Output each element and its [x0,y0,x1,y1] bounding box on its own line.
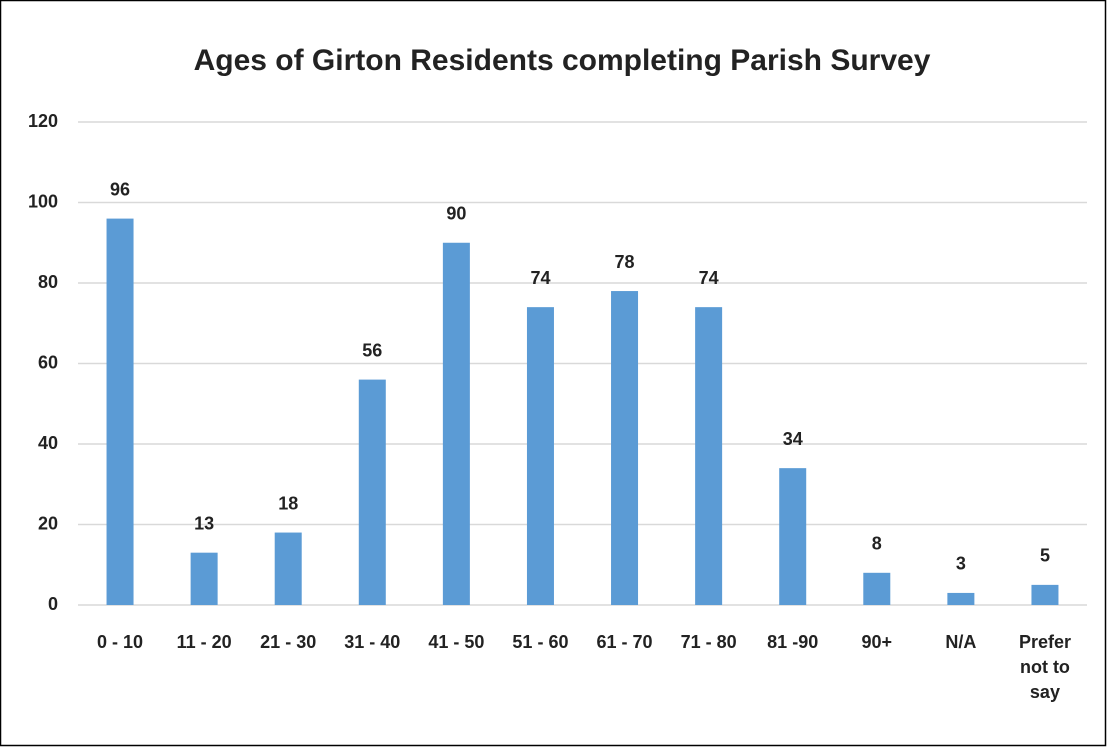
y-tick-label: 0 [48,594,58,614]
bar [779,468,807,605]
x-tick-label: 11 - 20 [176,632,232,652]
data-label: 13 [194,513,214,533]
x-tick-label: N/A [945,632,977,652]
data-label: 74 [530,268,550,288]
data-label: 96 [110,179,130,199]
data-label: 74 [699,268,719,288]
y-tick-label: 100 [28,191,58,211]
bar [1031,584,1059,605]
bar [106,218,134,605]
bar [695,307,723,605]
data-label: 90 [446,204,466,224]
x-tick-label: 81 -90 [767,632,819,652]
data-label: 3 [956,554,966,574]
bar [611,291,639,605]
y-tick-label: 20 [38,513,58,533]
x-tick-label: 0 - 10 [97,632,144,652]
x-tick-label: 71 - 80 [680,632,737,652]
chart-title: Ages of Girton Residents completing Pari… [194,44,931,77]
bar [526,307,554,605]
data-label: 56 [362,340,382,360]
x-tick-label: Prefer not to say [1018,632,1071,702]
bar [442,242,470,605]
data-label: 34 [783,429,803,449]
x-tick-label: 21 - 30 [260,632,317,652]
y-tick-label: 120 [28,111,58,131]
x-tick-label: 90+ [861,632,893,652]
x-tick-label: 41 - 50 [428,632,485,652]
bar [274,532,302,605]
bar [190,552,218,605]
bar [358,379,386,605]
data-label: 8 [872,534,882,554]
x-tick-label: 31 - 40 [344,632,401,652]
y-tick-label: 60 [38,352,58,372]
x-tick-label: 51 - 60 [512,632,569,652]
bar [947,592,975,605]
data-label: 18 [278,493,298,513]
y-tick-label: 40 [38,433,58,453]
data-label: 5 [1040,546,1050,566]
bar [863,572,891,605]
data-label: 78 [615,252,635,272]
y-tick-label: 80 [38,272,58,292]
x-tick-label: 61 - 70 [596,632,653,652]
